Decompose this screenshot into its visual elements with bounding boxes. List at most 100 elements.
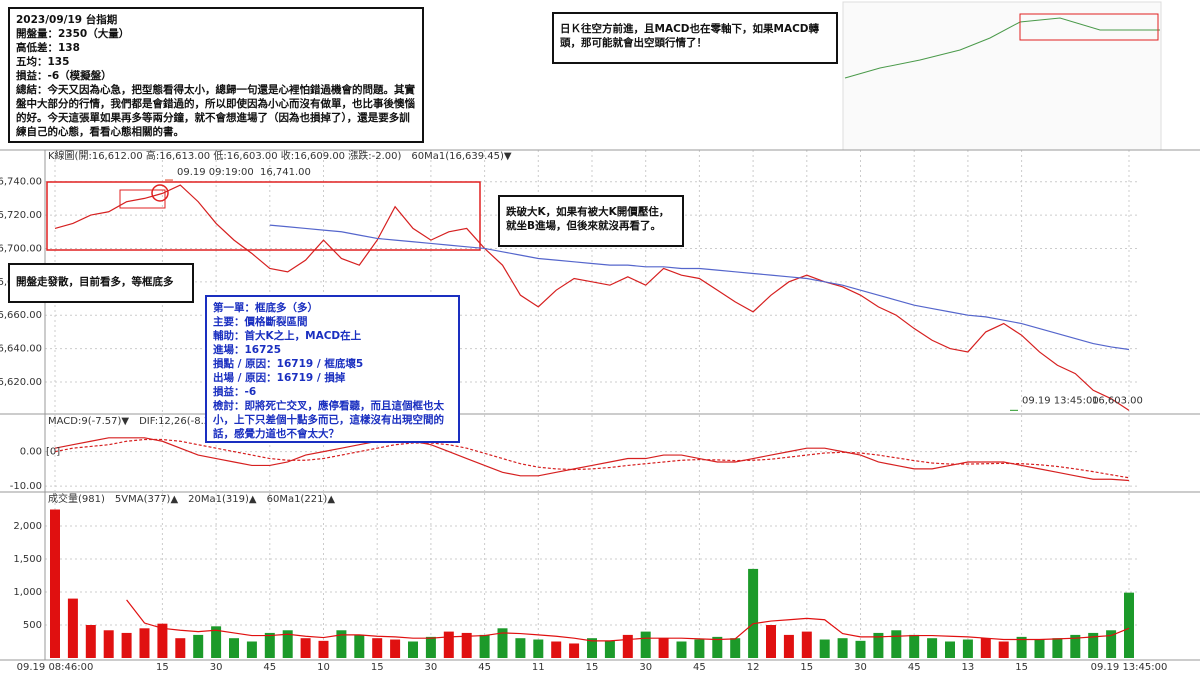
- volume-bar: [945, 641, 955, 658]
- volume-bar: [801, 631, 812, 658]
- volume-bar: [819, 639, 830, 658]
- volume-bar: [282, 630, 293, 658]
- volume-bar: [980, 638, 991, 658]
- volume-bar: [891, 630, 902, 658]
- x-tick-label: 45: [263, 662, 276, 673]
- volume-bar: [336, 630, 347, 658]
- volume-bar: [425, 636, 436, 658]
- note-line: 損益：-6: [213, 386, 257, 398]
- y-tick-label: 2,000: [13, 521, 42, 532]
- series-line: [269, 224, 1130, 351]
- volume-bar: [372, 638, 383, 658]
- volume-bar: [354, 634, 365, 658]
- y-tick-label: 16,740.00: [0, 177, 42, 188]
- volume-bar: [1070, 634, 1081, 658]
- note-line: 主要：價格斷裂區間: [213, 316, 308, 328]
- annotation-label: 09.19 13:45:00: [1022, 395, 1099, 406]
- thumbnail-frame: [1019, 13, 1159, 41]
- annotation-value: 16,603.00: [1092, 395, 1143, 406]
- volume-bar: [479, 634, 490, 658]
- x-tick-label: 15: [371, 662, 384, 673]
- volume-bar: [121, 632, 132, 658]
- note-line: 出場 / 原因：16719 / 損掉: [213, 372, 346, 384]
- y-tick-label: 16,660.00: [0, 310, 42, 321]
- volume-bar: [998, 641, 1009, 658]
- y-tick-label: 1,000: [13, 587, 42, 598]
- x-tick-label: 45: [908, 662, 921, 673]
- volume-bar: [1016, 636, 1027, 658]
- entry-circle: [151, 184, 169, 202]
- volume-bar: [748, 568, 759, 658]
- note-line: 五均：135: [16, 56, 70, 68]
- volume-bar: [640, 631, 651, 658]
- volume-bar: [551, 641, 562, 658]
- legend-entry: 60Ma1(221)▲: [267, 494, 336, 505]
- y-tick-label: 16,700.00: [0, 243, 42, 254]
- y-tick-label: 1,500: [13, 554, 42, 565]
- volume-bar: [962, 639, 973, 658]
- x-tick-label: 30: [210, 662, 223, 673]
- legend-entry: K線圖(開:16,612.00 高:16,613.00 低:16,603.00 …: [48, 149, 401, 162]
- volume-bar: [783, 634, 794, 658]
- x-tick-label: 09.19 13:45:00: [1091, 662, 1168, 673]
- range-box: [46, 181, 481, 251]
- volume-bar: [855, 640, 866, 658]
- volume-bar: [408, 641, 418, 658]
- legend-entry: 5VMA(377)▲: [115, 494, 179, 505]
- thumbnail-trace: [844, 17, 1160, 79]
- daily-note: 日Ｋ往空方前進，且MACD也在零軸下，如果MACD轉頭，那可能就會出空頭行情了！: [552, 12, 838, 64]
- annotation-label: 09.19 09:19:00: [177, 167, 254, 178]
- volume-bar: [193, 634, 204, 658]
- series-line: [54, 437, 1130, 482]
- volume-bar: [67, 598, 78, 658]
- volume-bar: [1124, 592, 1134, 658]
- thumbnail: [842, 1, 1162, 151]
- x-tick-label: 30: [425, 662, 438, 673]
- legend-entry: MACD:9(-7.57)▼: [48, 416, 129, 427]
- note-line: 檢討：即將死亡交叉，應停看聽，而且這個框也太小，上下只差個十點多而已，這樣沒有出…: [213, 400, 444, 440]
- annotation-value: 16,741.00: [260, 167, 311, 178]
- x-tick-label: 15: [156, 662, 169, 673]
- breakdown-note: 跌破大K，如果有被大K開價壓住，就坐B進場，但後來就沒再看了。: [498, 195, 684, 247]
- note-line: 開盤量：2350（大量）: [16, 28, 130, 40]
- volume-bar: [50, 509, 60, 658]
- volume-bar: [587, 638, 597, 658]
- note-line: 損點 / 原因：16719 / 框底壞5: [213, 358, 364, 370]
- note-line: 2023/09/19 台指期: [16, 14, 118, 26]
- y-tick-label: 16,620.00: [0, 377, 42, 388]
- series-line: [126, 599, 1130, 642]
- volume-bar: [730, 638, 741, 658]
- trade-note: 第一單：框底多（多） 主要：價格斷裂區間 輔助：首大K之上，MACD在上 進場：…: [205, 295, 460, 443]
- x-tick-label: 15: [800, 662, 813, 673]
- y-tick-label: 16,720.00: [0, 210, 42, 221]
- volume-bar: [766, 625, 776, 658]
- note-line: 輔助：首大K之上，MACD在上: [213, 330, 362, 342]
- x-tick-label: 30: [639, 662, 652, 673]
- zero-note: [0]: [46, 447, 60, 458]
- volume-bar: [318, 640, 329, 658]
- volume-bar: [461, 632, 472, 658]
- x-tick-label: 12: [747, 662, 760, 673]
- volume-bar: [676, 641, 687, 658]
- volume-bar: [139, 628, 150, 658]
- volume-bar: [103, 630, 114, 658]
- legend-entry: 60Ma1(16,639.45)▼: [411, 151, 512, 162]
- x-tick-label: 09.19 08:46:00: [17, 662, 94, 673]
- x-tick-label: 15: [586, 662, 599, 673]
- volume-bar: [712, 636, 723, 658]
- volume-bar: [658, 638, 669, 658]
- legend-entry: DIF:12,26(-8.36)▼: [139, 416, 228, 427]
- volume-bar: [246, 641, 257, 658]
- volume-bar: [157, 623, 168, 658]
- x-tick-label: 11: [532, 662, 545, 673]
- volume-bar: [1052, 638, 1063, 658]
- volume-bar: [85, 625, 96, 658]
- x-tick-label: 10: [317, 662, 330, 673]
- volume-bar: [175, 638, 186, 658]
- legend-entry: 20Ma1(319)▲: [188, 494, 257, 505]
- volume-bar: [604, 640, 615, 658]
- volume-bar: [515, 638, 526, 658]
- volume-bar: [300, 638, 311, 658]
- volume-bar: [569, 643, 580, 658]
